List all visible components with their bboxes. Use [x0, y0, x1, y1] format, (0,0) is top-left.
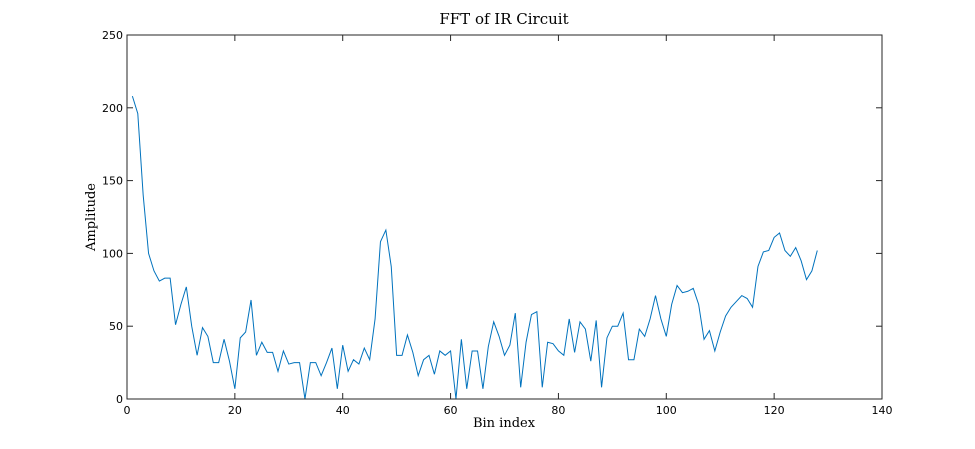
- x-tick-label: 0: [124, 404, 131, 417]
- y-tick-label: 100: [102, 247, 123, 260]
- plot-frame: [126, 34, 883, 400]
- x-tick-label: 140: [872, 404, 893, 417]
- y-tick-label: 150: [102, 175, 123, 188]
- y-tick-label: 0: [116, 393, 123, 406]
- x-tick-label: 40: [336, 404, 350, 417]
- x-tick-label: 100: [656, 404, 677, 417]
- x-tick-label: 120: [764, 404, 785, 417]
- y-tick-label: 200: [102, 102, 123, 115]
- x-axis-label: Bin index: [473, 416, 536, 431]
- x-tick-label: 60: [444, 404, 458, 417]
- x-tick-label: 20: [228, 404, 242, 417]
- y-tick-label: 250: [102, 29, 123, 42]
- plot-area: [127, 35, 882, 399]
- x-tick-label: 80: [551, 404, 565, 417]
- y-tick-labels: 0 50 100 150 200 250: [102, 29, 123, 406]
- y-tick-label: 50: [109, 320, 123, 333]
- y-axis-label: Amplitude: [84, 183, 99, 252]
- chart-title: FFT of IR Circuit: [439, 10, 568, 28]
- series-line: [131, 96, 818, 400]
- x-tick-labels: 0 20 40 60 80 100 120 140: [124, 404, 893, 417]
